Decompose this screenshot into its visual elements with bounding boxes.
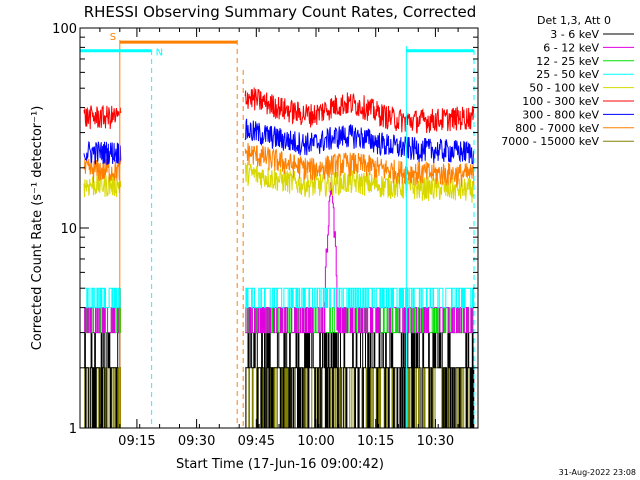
- legend-label: 100 - 300 keV: [522, 95, 599, 108]
- legend-label: 6 - 12 keV: [543, 41, 599, 54]
- series-3-6-kev-segment: [245, 332, 475, 429]
- legend-entry-25-50-kev: 25 - 50 keV: [536, 68, 634, 81]
- x-tick-label: 09:15: [118, 434, 155, 449]
- series-layer: [83, 87, 475, 429]
- flag-label-s: S: [110, 32, 116, 43]
- series-50-100-kev: [83, 162, 475, 203]
- legend-entry-300-800-kev: 300 - 800 keV: [522, 108, 634, 121]
- legend-label: 300 - 800 keV: [522, 108, 599, 121]
- flag-label-n: N: [156, 48, 163, 59]
- legend-entry-12-25-kev: 12 - 25 keV: [536, 55, 634, 68]
- x-axis-label: Start Time (17-Jun-16 09:00:42): [176, 457, 384, 472]
- series-7000-15000-kev: [84, 367, 475, 429]
- x-tick-label: 10:15: [357, 434, 394, 449]
- y-axis-label: Corrected Count Rate (s⁻¹ detector⁻¹): [30, 106, 45, 351]
- series-800-7000-kev-segment: [83, 158, 122, 183]
- series-800-7000-kev-segment: [244, 142, 475, 188]
- series-100-300-kev-segment: [83, 105, 122, 130]
- series-50-100-kev-segment: [83, 173, 122, 198]
- legend-entry-100-300-kev: 100 - 300 keV: [522, 95, 634, 108]
- series-300-800-kev-segment: [244, 118, 475, 165]
- series-6-12-kev-segment: [245, 182, 474, 334]
- legend-header: Det 1,3, Att 0: [537, 14, 611, 27]
- x-tick-label: 09:45: [238, 434, 275, 449]
- series-300-800-kev-segment: [83, 140, 122, 166]
- series-300-800-kev: [83, 118, 475, 166]
- legend-entry-800-7000-kev: 800 - 7000 keV: [515, 122, 634, 135]
- legend-label: 50 - 100 keV: [529, 82, 599, 95]
- legend-label: 25 - 50 keV: [536, 68, 599, 81]
- legend-entry-50-100-kev: 50 - 100 keV: [529, 82, 634, 95]
- x-tick-label: 10:30: [417, 434, 454, 449]
- legend-label: 800 - 7000 keV: [515, 122, 599, 135]
- legend-entry-6-12-kev: 6 - 12 keV: [543, 41, 634, 54]
- series-25-50-kev-segment: [245, 287, 475, 309]
- legend-entry-3-6-kev: 3 - 6 keV: [550, 28, 634, 41]
- series-100-300-kev: [83, 87, 475, 134]
- x-tick-label: 09:30: [178, 434, 215, 449]
- y-tick-label: 10: [60, 222, 77, 237]
- series-12-25-kev: [84, 307, 474, 334]
- legend-label: 3 - 6 keV: [550, 28, 599, 41]
- x-tick-label: 10:00: [297, 434, 334, 449]
- series-25-50-kev-segment: [84, 287, 121, 309]
- axis-layer: 09:15 09:30 09:45 10:00 10:15 10:30 1 10 100: [52, 22, 479, 449]
- series-25-50-kev: [84, 287, 475, 309]
- y-tick-label: 100: [52, 22, 77, 37]
- marker-layer: SN: [80, 32, 475, 428]
- series-100-300-kev-segment: [244, 87, 475, 134]
- series-800-7000-kev: [83, 142, 475, 188]
- chart-title: RHESSI Observing Summary Count Rates, Co…: [84, 3, 477, 21]
- legend-entry-7000-15000-kev: 7000 - 15000 keV: [501, 135, 634, 148]
- plot-timestamp: 31-Aug-2022 23:08: [559, 468, 636, 477]
- legend-label: 7000 - 15000 keV: [501, 135, 599, 148]
- y-tick-label: 1: [69, 422, 77, 437]
- legend-label: 12 - 25 keV: [536, 55, 599, 68]
- series-50-100-kev-segment: [244, 162, 475, 203]
